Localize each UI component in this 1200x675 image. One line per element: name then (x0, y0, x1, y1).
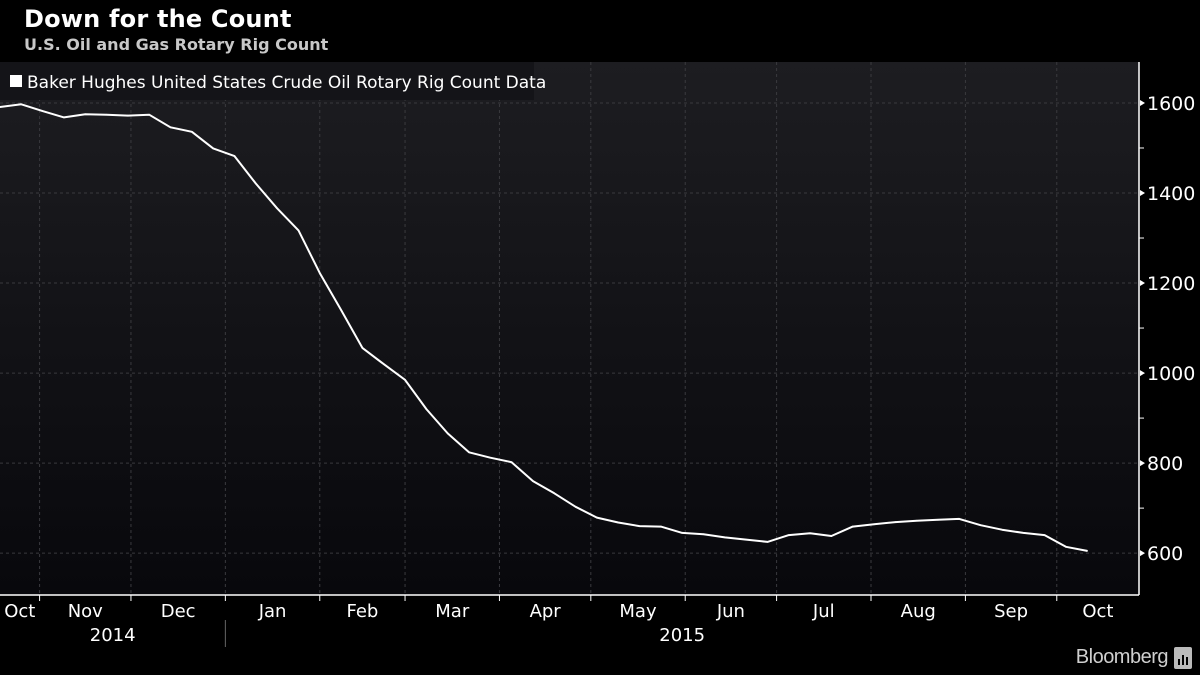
data-point (979, 524, 982, 527)
y-tick-marker (1140, 370, 1145, 377)
data-point (297, 229, 300, 232)
x-month-label: Jan (258, 601, 287, 622)
chart-subtitle: U.S. Oil and Gas Rotary Rig Count (24, 35, 329, 54)
y-tick-label: 1400 (1147, 183, 1195, 205)
x-month-label: Oct (1082, 601, 1113, 622)
data-point (915, 519, 918, 522)
series-line (0, 103, 1088, 552)
x-month-label: Nov (68, 601, 103, 622)
legend-label: Baker Hughes United States Crude Oil Rot… (27, 73, 546, 93)
data-point (766, 541, 769, 543)
bloomberg-logo: Bloomberg (1076, 646, 1192, 669)
x-month-label: Mar (435, 601, 470, 622)
data-point (851, 525, 854, 528)
data-point (510, 461, 513, 464)
y-tick-label: 600 (1147, 543, 1183, 565)
legend: Baker Hughes United States Crude Oil Rot… (0, 62, 546, 100)
y-tick-marker (1140, 189, 1145, 196)
legend-box (0, 62, 534, 100)
y-tick-marker (1140, 280, 1145, 287)
bloomberg-chart-icon (1174, 646, 1192, 669)
data-point (361, 347, 364, 349)
data-point (830, 535, 833, 537)
data-point (276, 207, 278, 210)
series (0, 103, 1089, 552)
y-tick-marker (1140, 550, 1145, 557)
data-point (20, 103, 23, 106)
x-month-label: May (619, 601, 657, 622)
data-point (702, 533, 705, 536)
data-point (638, 525, 641, 527)
y-tick-label: 1200 (1147, 273, 1195, 295)
data-point (787, 534, 790, 536)
chart-title: Down for the Count (24, 5, 292, 33)
y-tick-marker (1140, 99, 1145, 106)
axes: 600 800 1000 1200 1400 1600 Oct Nov Dec Jan Feb Mar… (0, 62, 1195, 647)
data-point (1001, 528, 1003, 531)
x-month-label: Aug (901, 601, 936, 622)
gridlines (0, 62, 1139, 595)
data-point (169, 126, 172, 129)
legend-swatch (10, 75, 22, 87)
data-point (1086, 550, 1089, 552)
data-point (105, 113, 108, 116)
x-month-label: Sep (994, 601, 1028, 622)
data-point (63, 116, 65, 119)
data-point (425, 408, 428, 410)
data-point (468, 451, 470, 454)
x-year-label: 2015 (659, 625, 705, 646)
data-point (1065, 546, 1067, 548)
data-point (489, 456, 492, 459)
data-point (191, 130, 193, 133)
data-point (937, 519, 939, 521)
data-point (148, 113, 151, 116)
x-month-label: Oct (4, 601, 35, 622)
data-point (446, 432, 449, 435)
x-month-label: Jun (716, 601, 745, 622)
data-point (212, 147, 214, 150)
data-point (596, 516, 598, 519)
x-month-label: Feb (346, 601, 378, 622)
data-point (894, 521, 897, 523)
data-point (41, 110, 44, 112)
data-point (1022, 532, 1025, 534)
data-point (0, 106, 1, 108)
y-tick-label: 1000 (1147, 363, 1195, 385)
data-point (553, 492, 556, 495)
data-point (382, 363, 385, 365)
y-tick-marker (1140, 460, 1145, 467)
x-year-label: 2014 (90, 625, 136, 646)
data-point (724, 536, 726, 539)
data-point (340, 309, 342, 311)
data-point (809, 532, 811, 535)
data-point (681, 532, 683, 534)
data-point (1043, 534, 1046, 536)
data-point (958, 518, 961, 520)
data-point (84, 113, 87, 116)
data-point (617, 521, 620, 524)
data-point (660, 525, 662, 528)
data-point (255, 182, 257, 185)
y-tick-label: 1600 (1147, 93, 1195, 115)
y-tick-label: 800 (1147, 453, 1183, 475)
data-point (233, 155, 236, 157)
data-point (127, 114, 129, 117)
data-point (318, 272, 321, 274)
data-point (745, 538, 747, 541)
data-point (574, 505, 577, 508)
x-month-label: Apr (530, 601, 562, 622)
x-month-label: Jul (812, 601, 835, 622)
data-point (532, 480, 534, 482)
data-point (404, 379, 406, 381)
data-point (873, 523, 875, 526)
plot-area (0, 62, 1139, 595)
logo-text: Bloomberg (1075, 646, 1169, 668)
x-month-label: Dec (161, 601, 196, 622)
